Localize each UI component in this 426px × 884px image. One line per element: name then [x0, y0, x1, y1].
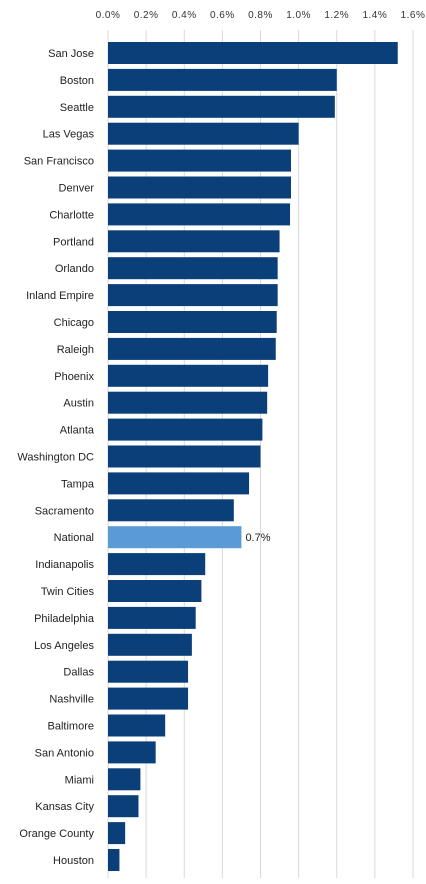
bar [108, 337, 276, 360]
bar [108, 42, 398, 64]
category-label: Miami [65, 774, 94, 786]
bar [108, 391, 268, 414]
x-tick-label: 1.0% [286, 10, 311, 21]
x-tick-label: 0.0% [96, 10, 121, 21]
category-label: Dallas [63, 667, 94, 679]
category-label: Denver [59, 183, 95, 195]
category-label: Los Angeles [34, 640, 94, 652]
bar [108, 553, 206, 576]
bar [108, 472, 250, 495]
bar [108, 284, 278, 307]
category-label: Indianapolis [35, 559, 94, 571]
x-tick-label: 0.4% [172, 10, 197, 21]
category-label: Raleigh [57, 344, 94, 356]
category-label: Washington DC [17, 452, 94, 464]
category-label: Orlando [55, 263, 94, 275]
category-label: Portland [53, 236, 94, 248]
bar [108, 633, 192, 656]
bar [108, 122, 299, 145]
category-label: Charlotte [49, 209, 94, 221]
category-label: San Antonio [35, 747, 94, 759]
data-label: 0.7% [245, 532, 270, 544]
category-label: Inland Empire [26, 290, 94, 302]
bar [108, 95, 335, 118]
x-tick-label: 0.2% [134, 10, 159, 21]
category-label: Baltimore [48, 721, 94, 733]
category-label: Phoenix [54, 371, 94, 383]
category-label: Nashville [49, 694, 94, 706]
bar [108, 445, 261, 468]
x-tick-label: 1.2% [324, 10, 349, 21]
category-label: Sacramento [35, 505, 94, 517]
bar [108, 741, 156, 764]
category-label: San Jose [48, 48, 94, 60]
category-label: Kansas City [35, 801, 94, 813]
category-label: Seattle [60, 102, 94, 114]
bar [108, 849, 120, 871]
bar [108, 660, 189, 683]
bar [108, 714, 166, 737]
bar [108, 580, 202, 602]
bar [108, 822, 126, 845]
category-label: Houston [53, 855, 94, 867]
bar [108, 203, 291, 226]
category-label: Twin Cities [41, 586, 95, 598]
bar [108, 311, 277, 333]
category-label: San Francisco [24, 156, 94, 168]
category-label: Boston [60, 75, 94, 87]
x-tick-label: 1.4% [362, 10, 387, 21]
bar [108, 176, 291, 199]
bar [108, 149, 291, 172]
category-label: National [54, 532, 94, 544]
bar [108, 768, 141, 791]
bar [108, 606, 196, 629]
x-tick-label: 0.6% [210, 10, 235, 21]
category-label: Las Vegas [43, 129, 95, 141]
bar [108, 364, 269, 387]
bar [108, 418, 263, 441]
category-label: Philadelphia [34, 613, 95, 625]
x-tick-label: 1.6% [401, 10, 426, 21]
bar-highlight [108, 526, 242, 549]
bar [108, 499, 234, 522]
category-labels: San Jose Boston Seattle Las Vegas San Franci… [17, 48, 270, 867]
bar [108, 687, 189, 710]
bar [108, 795, 139, 818]
category-label: Tampa [61, 478, 95, 490]
category-label: Orange County [19, 828, 94, 840]
bars [108, 42, 398, 871]
bar [108, 230, 280, 253]
bar [108, 68, 337, 91]
category-label: Austin [63, 398, 94, 410]
bar [108, 257, 278, 280]
x-tick-label: 0.8% [248, 10, 273, 21]
category-label: Chicago [54, 317, 94, 329]
category-label: Atlanta [60, 425, 95, 437]
x-axis-ticks: 0.0% 0.2% 0.4% 0.6% 0.8% 1.0% 1.2% 1.4% 1.6% [96, 10, 426, 21]
